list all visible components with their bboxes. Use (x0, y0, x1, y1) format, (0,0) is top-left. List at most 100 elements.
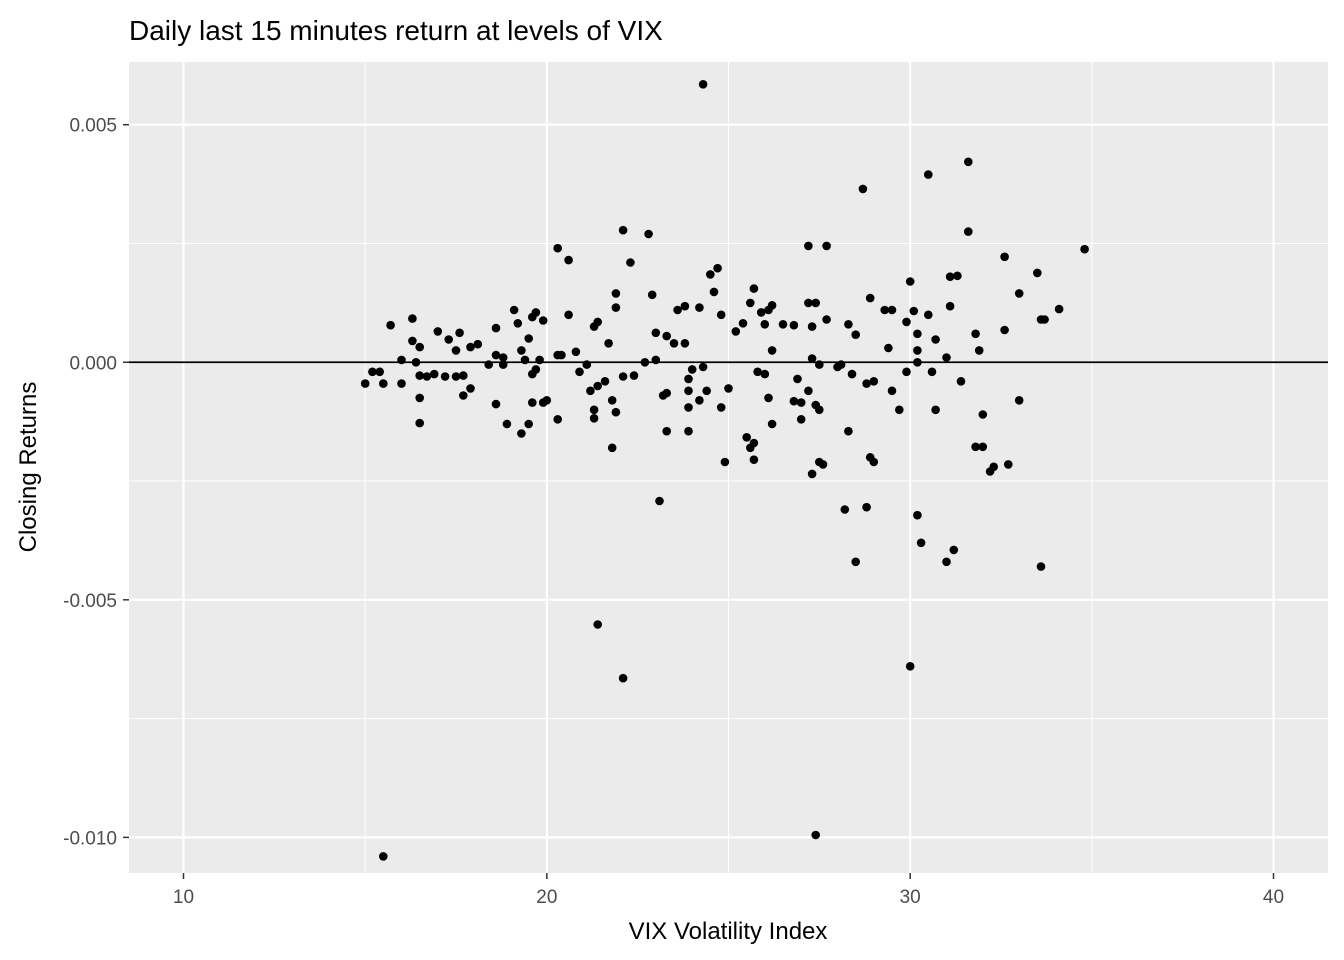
data-point (1004, 460, 1013, 469)
data-point (807, 469, 817, 479)
data-point (415, 393, 425, 403)
data-point (542, 396, 552, 405)
y-tick-label: -0.010 (63, 828, 117, 849)
data-point (524, 334, 533, 343)
data-point (971, 442, 980, 452)
data-point (742, 433, 751, 442)
data-point (844, 426, 853, 436)
data-point (746, 298, 755, 308)
y-tick-label: 0.000 (69, 353, 117, 374)
data-point (978, 410, 988, 419)
data-point (905, 662, 915, 671)
data-point (459, 371, 468, 380)
data-point (491, 399, 501, 409)
data-point (1054, 304, 1064, 314)
data-point (978, 442, 988, 452)
data-point (764, 393, 773, 403)
data-point (804, 241, 813, 251)
data-point (582, 360, 592, 369)
data-point (451, 346, 461, 355)
data-point (858, 184, 868, 194)
data-point (985, 467, 995, 476)
data-point (884, 343, 893, 353)
data-point (1014, 396, 1024, 405)
data-point (695, 303, 704, 312)
data-point (564, 310, 573, 320)
data-point (880, 305, 889, 315)
data-point (498, 353, 508, 362)
data-point (509, 305, 519, 315)
data-point (484, 360, 494, 369)
data-point (811, 830, 820, 840)
data-point (397, 355, 406, 365)
data-point (913, 346, 922, 355)
data-point (611, 289, 621, 298)
data-point (687, 365, 697, 374)
data-point (593, 381, 602, 391)
data-point (644, 229, 653, 239)
data-point (538, 316, 548, 325)
data-point (626, 258, 635, 267)
data-point (822, 241, 831, 251)
data-point (924, 310, 933, 320)
data-point (887, 305, 897, 315)
data-point (844, 320, 853, 329)
data-point (913, 329, 922, 339)
data-point (517, 346, 526, 355)
data-point (796, 398, 806, 407)
data-point (662, 331, 671, 341)
data-point (905, 277, 915, 286)
data-point (851, 557, 860, 567)
data-point (836, 360, 846, 369)
data-point (440, 372, 450, 381)
data-point (931, 335, 940, 344)
data-point (716, 310, 726, 320)
data-point (513, 319, 523, 328)
data-point (589, 414, 599, 423)
data-point (815, 405, 824, 415)
data-point (851, 330, 860, 340)
data-point (1033, 268, 1042, 278)
data-point (531, 365, 541, 374)
data-point (433, 327, 443, 336)
data-point (386, 320, 395, 330)
data-point (804, 298, 813, 308)
data-point (746, 443, 755, 453)
data-point (586, 386, 595, 396)
data-point (618, 372, 628, 381)
data-point (1040, 315, 1049, 324)
data-point (415, 342, 425, 352)
data-point (822, 315, 831, 324)
data-point (793, 374, 802, 384)
data-point (553, 243, 562, 253)
data-point (498, 360, 508, 369)
data-point (738, 319, 748, 328)
data-point (575, 367, 584, 377)
data-point (956, 377, 966, 386)
data-point (713, 263, 722, 273)
data-point (815, 360, 824, 369)
data-point (422, 372, 432, 381)
data-point (811, 298, 820, 308)
x-axis-title: VIX Volatility Index (629, 918, 828, 945)
data-point (724, 384, 733, 393)
data-point (949, 545, 959, 555)
data-point (887, 386, 897, 396)
data-point (379, 852, 388, 861)
data-point (716, 403, 726, 412)
data-point (655, 496, 664, 506)
data-point (749, 284, 759, 293)
data-point (379, 379, 388, 388)
data-point (611, 407, 621, 417)
data-point (895, 405, 904, 415)
data-point (397, 379, 406, 388)
data-point (916, 538, 926, 548)
data-point (589, 322, 599, 331)
data-point (731, 327, 741, 336)
data-point (767, 346, 777, 355)
x-tick-label: 30 (900, 887, 921, 908)
data-point (669, 339, 679, 348)
data-point (778, 320, 788, 329)
data-point (451, 372, 461, 381)
